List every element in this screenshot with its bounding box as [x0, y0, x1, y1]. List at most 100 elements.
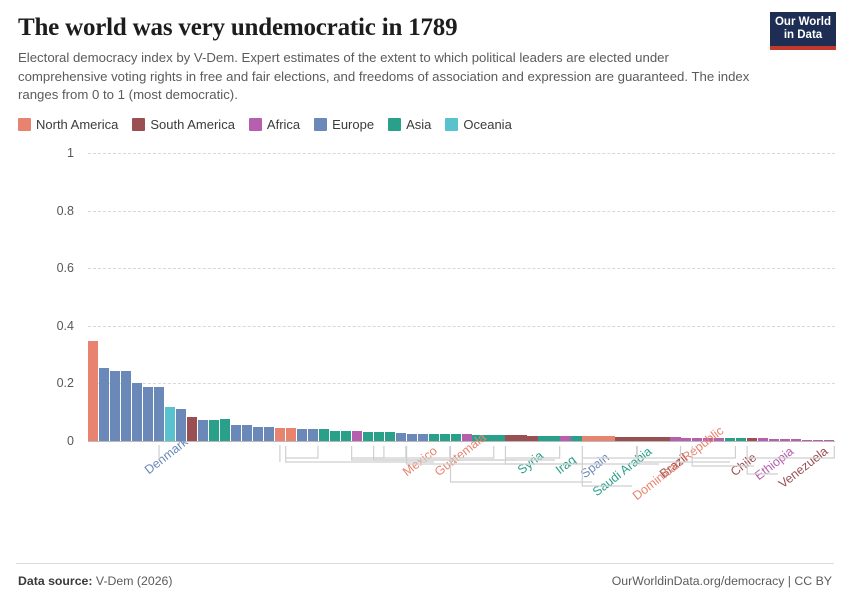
- bar[interactable]: [637, 436, 648, 441]
- bar[interactable]: [626, 436, 637, 441]
- bar[interactable]: [692, 437, 703, 441]
- bar[interactable]: [373, 432, 384, 441]
- bar[interactable]: [395, 432, 406, 441]
- bar[interactable]: [505, 435, 516, 441]
- chart-subtitle: Electoral democracy index by V-Dem. Expe…: [18, 50, 750, 103]
- bar[interactable]: [417, 433, 428, 441]
- bar[interactable]: [263, 426, 275, 441]
- legend-item-oceania[interactable]: Oceania: [445, 117, 512, 133]
- bar[interactable]: [802, 439, 813, 441]
- y-axis-labels: 0 0.2 0.4 0.6 0.8 1: [0, 0, 82, 600]
- bar[interactable]: [461, 434, 472, 441]
- bar[interactable]: [483, 434, 494, 441]
- bar[interactable]: [131, 382, 143, 441]
- bar[interactable]: [186, 417, 198, 441]
- bar[interactable]: [571, 436, 582, 441]
- x-axis-label-syria: Syria: [515, 448, 547, 478]
- bar[interactable]: [450, 434, 461, 441]
- chart-legend: North America South America Africa Europe As…: [18, 117, 850, 132]
- legend-item-label: Africa: [266, 117, 301, 133]
- bar[interactable]: [208, 419, 220, 441]
- bar[interactable]: [120, 371, 132, 441]
- bar[interactable]: [175, 409, 187, 441]
- bar[interactable]: [681, 437, 692, 441]
- bar[interactable]: [615, 436, 626, 441]
- bar[interactable]: [824, 439, 835, 441]
- bar[interactable]: [736, 438, 747, 441]
- data-source-label: Data source:: [18, 574, 93, 588]
- y-axis-tick-label: 0.2: [56, 376, 74, 391]
- footer-divider: [16, 563, 834, 564]
- bar[interactable]: [494, 434, 505, 441]
- bar[interactable]: [769, 438, 780, 441]
- bar[interactable]: [88, 340, 99, 441]
- bar[interactable]: [98, 367, 110, 441]
- bar[interactable]: [549, 435, 560, 441]
- bar[interactable]: [582, 436, 593, 441]
- bar[interactable]: [219, 418, 231, 441]
- bar[interactable]: [659, 437, 670, 441]
- bar[interactable]: [780, 438, 791, 441]
- attribution[interactable]: OurWorldinData.org/democracy | CC BY: [611, 574, 832, 588]
- chart-footer: Data source: V-Dem (2026) OurWorldinData…: [18, 574, 832, 588]
- legend-swatch-icon: [314, 118, 328, 132]
- legend-item-label: Europe: [332, 117, 375, 133]
- bar[interactable]: [252, 426, 264, 441]
- bar[interactable]: [362, 431, 373, 441]
- bar[interactable]: [274, 427, 286, 441]
- bar[interactable]: [142, 386, 154, 441]
- y-axis-tick-label: 0.4: [56, 318, 74, 333]
- bar-series: [88, 153, 835, 441]
- bar[interactable]: [538, 435, 549, 441]
- legend-item-label: Oceania: [463, 117, 512, 133]
- legend-swatch-icon: [18, 118, 31, 132]
- bar[interactable]: [758, 438, 769, 441]
- gridline: [88, 325, 835, 327]
- bar[interactable]: [329, 431, 340, 441]
- gridline: [88, 268, 835, 270]
- bar[interactable]: [527, 435, 538, 441]
- our-world-in-data-logo[interactable]: Our World in Data: [770, 12, 836, 50]
- bar[interactable]: [428, 433, 439, 441]
- bar[interactable]: [791, 439, 802, 441]
- legend-item-africa[interactable]: Africa: [248, 117, 301, 133]
- bar[interactable]: [285, 427, 297, 441]
- bar[interactable]: [340, 431, 351, 441]
- bar[interactable]: [241, 425, 253, 441]
- bar[interactable]: [593, 436, 604, 441]
- bar[interactable]: [604, 436, 615, 441]
- plot-gridlines: [88, 153, 835, 442]
- bar[interactable]: [197, 419, 209, 441]
- bar[interactable]: [307, 429, 318, 441]
- bar[interactable]: [153, 386, 165, 441]
- legend-item-north-america[interactable]: North America: [18, 117, 118, 132]
- bar[interactable]: [384, 432, 395, 441]
- legend-item-south-america[interactable]: South America: [132, 117, 235, 132]
- bar[interactable]: [406, 433, 417, 441]
- logo-line-1: Our World: [774, 16, 831, 28]
- bar[interactable]: [703, 437, 714, 441]
- bar[interactable]: [747, 438, 758, 441]
- bar[interactable]: [516, 435, 527, 441]
- legend-item-asia[interactable]: Asia: [388, 117, 431, 132]
- bar[interactable]: [164, 407, 176, 441]
- bar[interactable]: [351, 431, 362, 441]
- bar[interactable]: [670, 437, 681, 441]
- bar[interactable]: [648, 436, 659, 441]
- bar[interactable]: [296, 428, 307, 441]
- bar[interactable]: [725, 438, 736, 441]
- legend-item-europe[interactable]: Europe: [314, 117, 374, 132]
- bar[interactable]: [560, 435, 571, 441]
- bar[interactable]: [472, 434, 483, 441]
- bar[interactable]: [318, 429, 329, 441]
- legend-item-label: Asia: [406, 117, 432, 133]
- bar[interactable]: [439, 434, 450, 441]
- bar[interactable]: [813, 439, 824, 441]
- bar[interactable]: [230, 425, 242, 441]
- bar[interactable]: [109, 371, 121, 441]
- bar[interactable]: [714, 437, 725, 441]
- page-title: The world was very undemocratic in 1789: [18, 14, 458, 41]
- legend-swatch-icon: [248, 118, 262, 132]
